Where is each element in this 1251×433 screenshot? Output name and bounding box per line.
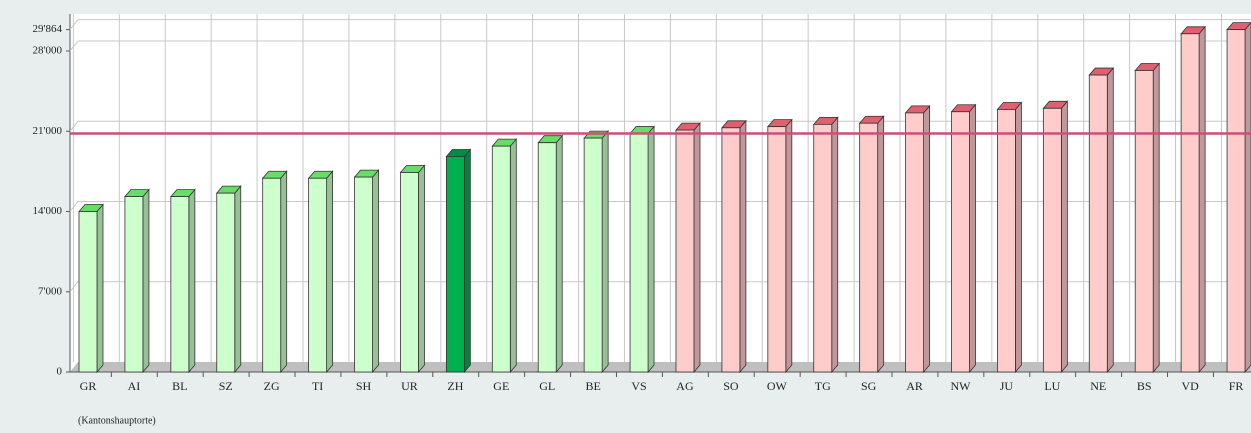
bar [629,133,649,373]
y-tick-label: 28'000 [33,45,63,57]
bar-side [418,164,425,374]
x-tick-label: JU [1000,379,1014,393]
bar-side [1152,62,1160,374]
x-tick-label: SZ [219,379,233,393]
bar [905,112,924,373]
x-tick-label: OW [767,379,788,393]
x-tick-label: LU [1044,379,1060,393]
bar [1180,33,1200,373]
x-tick-label: GL [539,379,555,393]
x-tick-label: BL [172,379,187,393]
grid-line [69,201,79,212]
y-tick-label: 0 [57,366,63,378]
bar-side [601,130,609,374]
bar [1042,107,1062,373]
x-tick-label: UR [401,379,418,393]
x-tick-label: NE [1090,379,1106,393]
y-tick-label: 7'000 [38,285,62,297]
bar-side [142,188,150,374]
bar [675,129,695,373]
bar [308,177,328,373]
bar-side [647,125,655,374]
bar [216,192,236,373]
bar-side [1198,25,1206,374]
x-tick-label: BS [1137,379,1152,393]
bar [951,111,970,373]
x-tick-label: VD [1181,379,1199,393]
plot-area [70,14,1251,372]
x-tick-label: AG [676,379,694,393]
x-tick-label: TI [312,379,323,393]
bar-side [326,170,334,374]
bar-side [188,188,196,374]
grid-line [69,40,79,52]
bar-side [785,118,793,374]
x-tick-label: ZH [447,379,463,393]
bar-side [280,170,288,374]
bar [859,122,879,373]
x-tick-label: ZG [264,379,280,393]
bar-side [1015,101,1022,374]
bar [78,211,98,373]
bar [1134,70,1154,373]
bar-side [923,104,930,374]
bar-side [877,115,885,374]
floor [70,362,1251,372]
x-tick-label: VS [631,379,646,393]
x-tick-label: NW [951,379,972,393]
bar-side [1244,22,1251,374]
x-tick-label: BE [585,379,600,393]
bar-side [372,169,379,374]
x-tick-label: SO [723,379,739,393]
grid-line [69,281,79,293]
bar [1226,29,1246,373]
bar [491,145,511,373]
bar [721,127,741,373]
bar-side [234,185,242,374]
y-tick-label: 21'000 [33,125,63,137]
bar-side [693,122,701,374]
x-tick-label: GE [493,379,509,393]
bar-side [555,134,563,374]
bar-side [1060,100,1068,374]
bar [354,176,373,373]
grid-line [69,120,79,132]
bar [583,137,603,373]
bar-side [969,103,976,374]
x-tick-label: AI [128,379,141,393]
bar [537,142,557,373]
bar-side [739,119,747,374]
bar-side [1106,66,1114,374]
bar-side [509,138,517,374]
bar [1088,74,1108,373]
bar [124,196,144,373]
bar-side [831,116,839,374]
grid-line [69,19,79,30]
x-tick-label: TG [815,379,831,393]
bar [400,172,419,373]
bar [813,123,833,373]
x-tick-label: SG [861,379,877,393]
x-tick-label: GR [80,379,97,393]
footnote: (Kantonshauptorte) [78,415,156,426]
x-tick-label: FR [1229,379,1244,393]
x-tick-label: SH [356,379,372,393]
bar [170,196,190,373]
x-tick-label: AR [906,379,923,393]
y-tick-label: 29'864 [33,23,63,35]
bar [767,126,787,373]
bar [262,177,282,373]
bar [997,109,1016,373]
y-tick-label: 14'000 [33,205,63,217]
bar-side [96,203,104,374]
bar-side [463,148,471,374]
bar [445,156,465,373]
